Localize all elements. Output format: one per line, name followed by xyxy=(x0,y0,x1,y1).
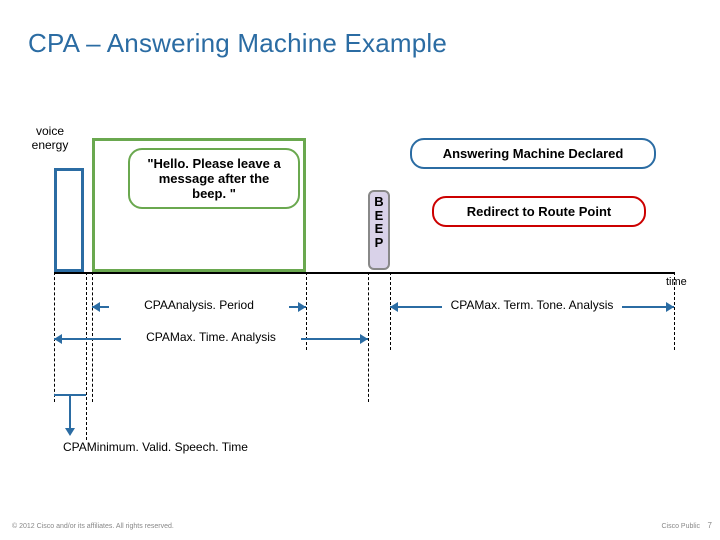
guideline-2 xyxy=(92,272,93,402)
page-number: 7 xyxy=(708,521,712,530)
timing-label-2: CPAMax. Term. Tone. Analysis xyxy=(442,298,622,312)
callout-1: Answering Machine Declared xyxy=(410,138,656,169)
arrow-head-left xyxy=(390,302,398,312)
timing-diagram: voice energy time BEEP "Hello. Please le… xyxy=(30,100,690,320)
y-axis-label: voice energy xyxy=(28,124,72,152)
slide-title: CPA – Answering Machine Example xyxy=(28,28,447,59)
arrow-head-right xyxy=(360,334,368,344)
footer-copyright: © 2012 Cisco and/or its affiliates. All … xyxy=(12,523,174,530)
callout-0: "Hello. Please leave a message after the… xyxy=(128,148,300,209)
x-axis-label: time xyxy=(666,276,687,288)
energy-bar-0 xyxy=(54,168,84,272)
footer-right: Cisco Public xyxy=(661,523,700,530)
guideline-6 xyxy=(674,272,675,350)
beep-box: BEEP xyxy=(368,190,390,270)
arrow-head-down xyxy=(65,428,75,436)
min-speech-arrow xyxy=(69,394,71,430)
min-speech-label: CPAMinimum. Valid. Speech. Time xyxy=(60,440,290,454)
arrow-head-left xyxy=(54,334,62,344)
callout-2: Redirect to Route Point xyxy=(432,196,646,227)
arrow-head-right xyxy=(666,302,674,312)
arrow-head-left xyxy=(92,302,100,312)
timing-label-1: CPAMax. Time. Analysis xyxy=(121,330,301,344)
guideline-4 xyxy=(368,272,369,402)
x-axis xyxy=(54,272,674,274)
arrow-head-right xyxy=(298,302,306,312)
timing-label-0: CPAAnalysis. Period xyxy=(109,298,289,312)
guideline-1 xyxy=(86,272,87,440)
